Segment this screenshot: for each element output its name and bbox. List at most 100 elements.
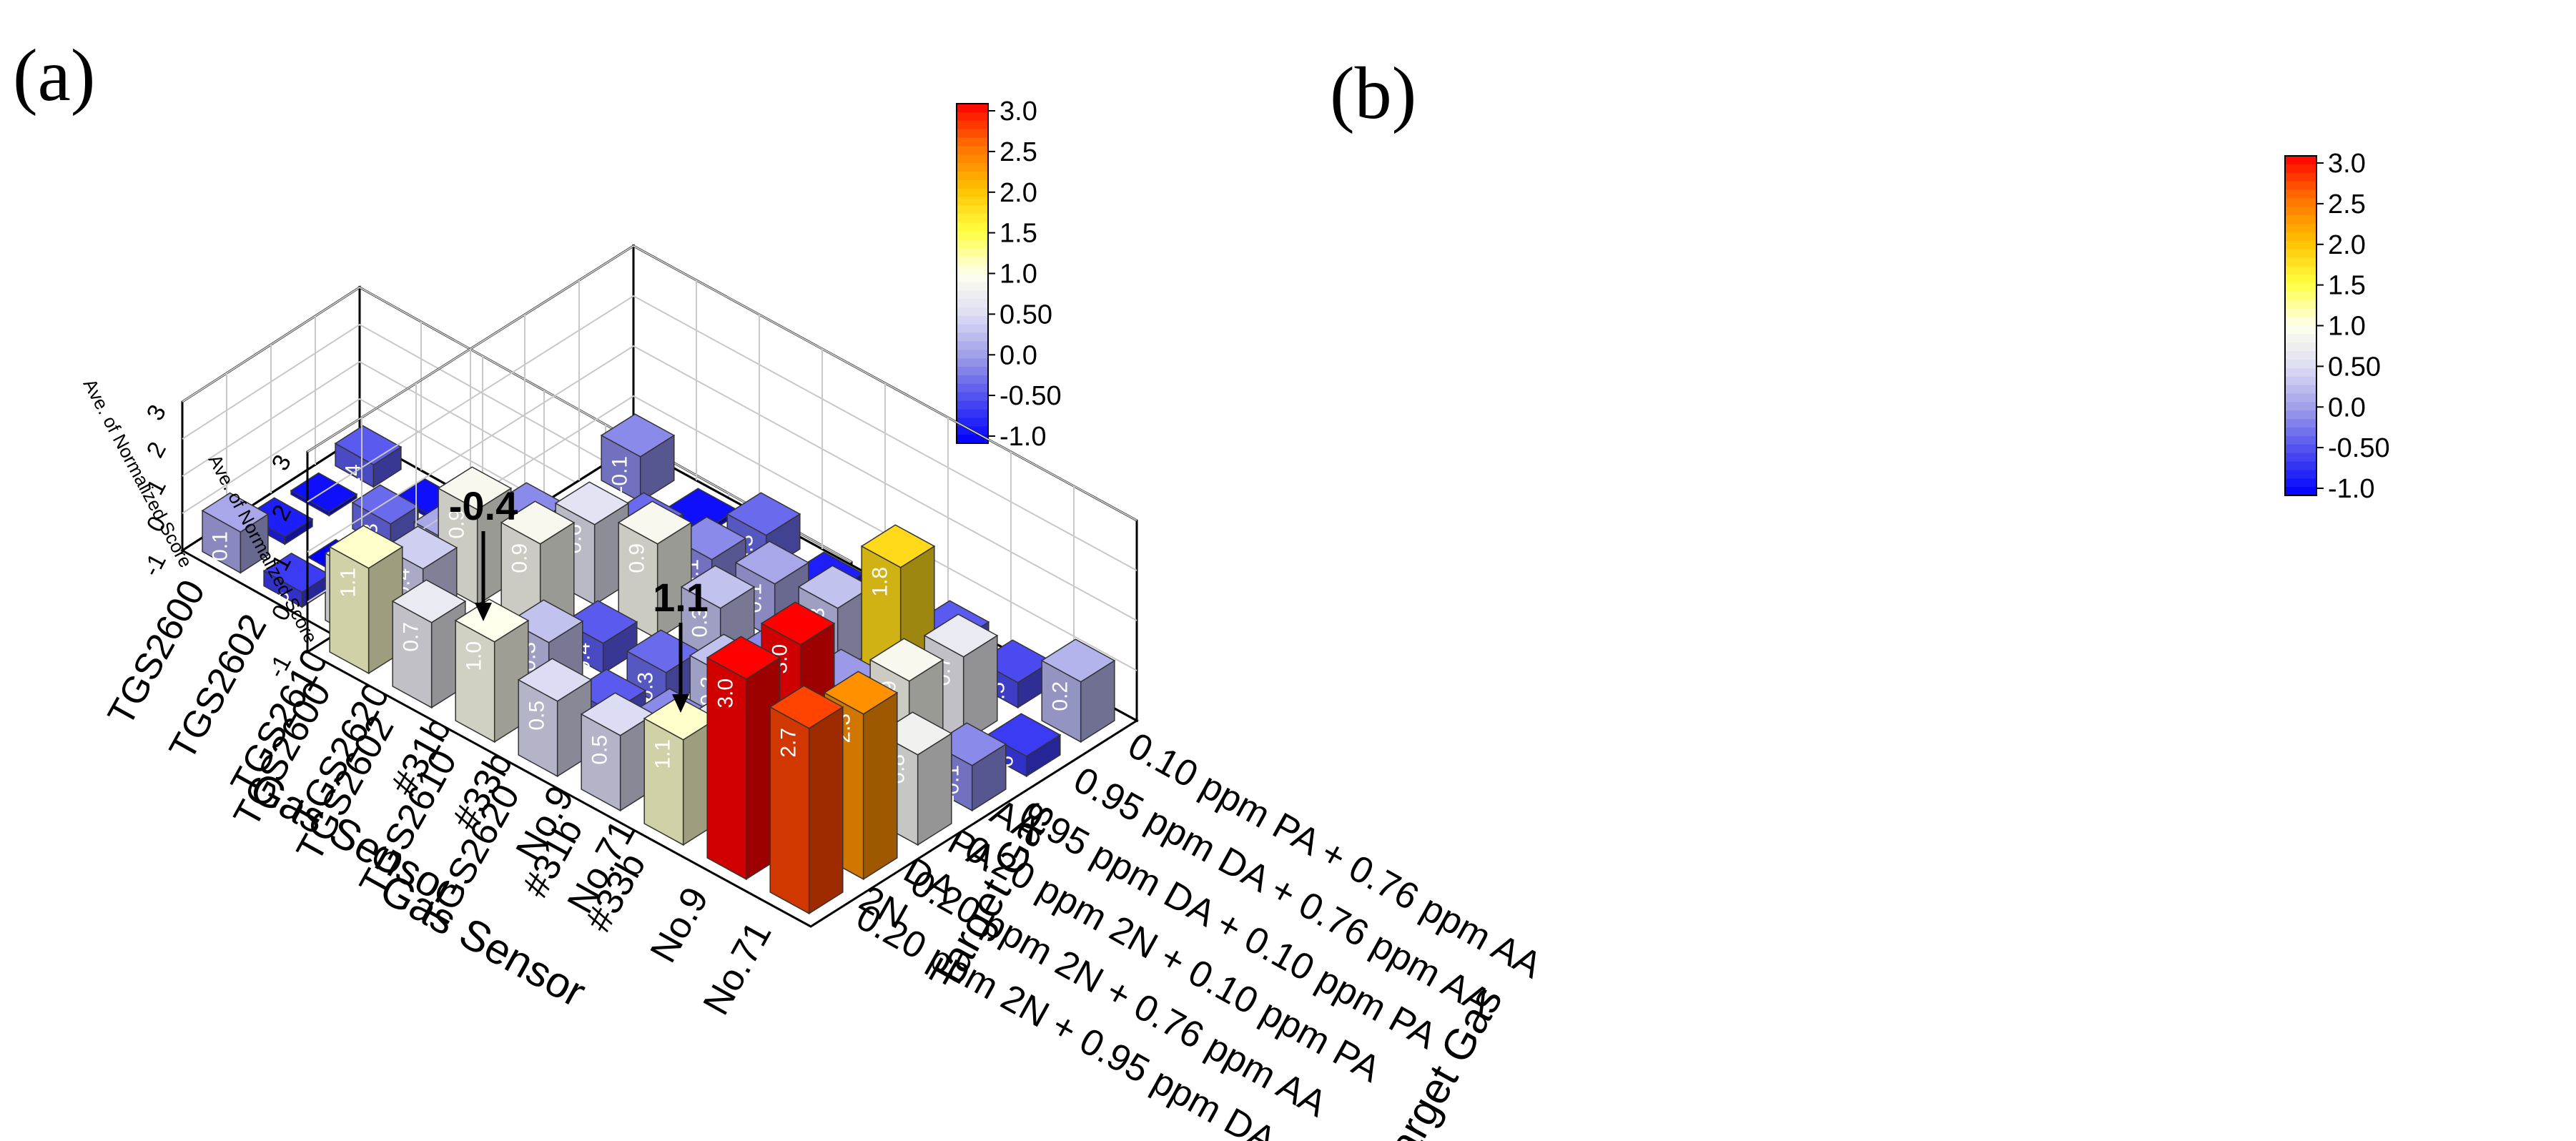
bar-data-label: 0.2 [1048,681,1072,711]
colorbar-tick-label: 1.0 [2328,312,2366,342]
colorbar-swatch [957,367,988,376]
colorbar-tick-label: -0.50 [1000,381,1062,411]
colorbar-swatch [2285,266,2316,276]
colorbar-swatch [957,435,988,444]
panel-a-bar-TGS2600-0: 0.1 [201,492,270,574]
colorbar-swatch [957,375,988,385]
bar-top-face [823,671,899,715]
panel-b-bar-TGS2600-0: 1.1 [328,525,404,675]
panel-b-bar-TGS2620-0: 0.5 [517,658,593,778]
colorbar-tick-label: 2.0 [2328,230,2366,260]
colorbar-swatch [957,231,988,240]
colorbar-swatch [957,299,988,308]
colorbar-swatch [2285,360,2316,369]
bar-top-face [437,466,513,510]
bar-data-label: -0.6 [270,592,294,629]
colorbar-swatch [957,273,988,283]
colorbar-swatch [2285,189,2316,199]
annotation-arrowhead [672,694,689,713]
bar-data-label: 1.1 [336,568,360,598]
colorbar-swatch [957,383,988,393]
bar-top-face [517,658,593,702]
colorbar-swatch [2285,198,2316,208]
colorbar-tick-label: 1.0 [1000,260,1037,290]
bar-top-face [726,492,801,536]
colorbar-swatch [2285,325,2316,335]
bar-side-face [808,706,844,915]
colorbar-swatch [957,350,988,360]
panel-a-z-tick-label: 2 [142,438,172,463]
annotation-arrowhead [475,603,492,621]
bar-top-face [391,579,467,623]
colorbar-swatch [2285,393,2316,403]
bar-data-label: 0.7 [399,622,423,652]
colorbar-swatch [2285,376,2316,386]
colorbar-swatch [957,409,988,419]
colorbar-swatch [957,179,988,189]
annotation-label: -0.4 [449,483,518,528]
bar-top-face [600,413,676,458]
colorbar-tick-label: 2.0 [1000,178,1037,208]
colorbar-swatch [2285,215,2316,224]
colorbar-tick-label: 3.0 [2328,149,2366,179]
bar-side-face [862,691,898,881]
bar-top-face [923,613,999,658]
colorbar-swatch [2285,249,2316,259]
colorbar-swatch [957,332,988,342]
colorbar-tick-label: 0.0 [1000,340,1037,370]
bar-top-face [986,713,1062,757]
bar-top-face [617,500,693,545]
panel-b-grid-line [307,345,1138,621]
bar-top-face [201,492,270,533]
bar-top-face [508,599,584,643]
bar-top-face [383,525,458,570]
colorbar-swatch [2285,317,2316,327]
bar-top-face [860,524,936,568]
bar-top-face [563,600,638,644]
bar-top-face [328,525,404,569]
colorbar-swatch [957,188,988,198]
colorbar-tick-label: 2.5 [1000,137,1037,167]
bar-top-face [734,540,810,585]
colorbar-swatch [2285,487,2316,496]
bar-data-label: 0.3 [688,608,711,638]
colorbar-swatch [957,256,988,266]
colorbar-swatch [957,358,988,367]
panel-b-bar-No.71-0: 2.7 [769,685,844,915]
colorbar-swatch [2285,453,2316,463]
panel-b-grid-line [307,244,1138,521]
colorbar-swatch [2285,470,2316,480]
panel-b-bar-No.9-0: 3.0 [706,636,781,881]
colorbar-tick-label: 2.5 [2328,189,2366,219]
colorbar-swatch [2285,428,2316,437]
colorbar-swatch [957,172,988,181]
panel-b-bars: -0.1-0.9-0.3-0.8-0.7-0.4-0.50.2-0.9-0.3-… [328,413,1116,915]
colorbar-tick-label: 1.5 [1000,219,1037,249]
colorbar-swatch [2285,257,2316,267]
panel-a-z-axis-title: Ave. of Normalized Score [79,375,197,571]
colorbar-swatch [957,247,988,257]
colorbar-swatch [957,163,988,172]
bar-top-face [706,636,781,680]
panel-b-x-axis-title: Gas Sensor [372,864,594,1016]
colorbar-swatch [2285,232,2316,242]
panel-b-bar-TGS2600-5: -0.1 [600,413,676,503]
colorbar-swatch [957,205,988,215]
colorbar-swatch [2285,300,2316,310]
colorbar-swatch [957,392,988,402]
colorbar-tick-label: -0.50 [2328,433,2390,463]
colorbar-swatch [957,265,988,275]
colorbar-swatch [2285,334,2316,344]
colorbar-swatch [2285,444,2316,454]
bar-top-face [334,425,403,465]
colorbar-swatch [957,197,988,207]
bar-data-label: 1.1 [651,739,674,769]
bar-data-label: 0.5 [588,735,611,765]
colorbar-swatch [2285,283,2316,292]
panel-b-grid-line [307,295,1138,571]
colorbar-tick-label: 0.50 [2328,352,2381,382]
colorbar-swatch [2285,164,2316,174]
bar-top-face [500,500,576,545]
bar-top-face [760,601,836,646]
bar-data-label: 1.8 [868,567,892,597]
